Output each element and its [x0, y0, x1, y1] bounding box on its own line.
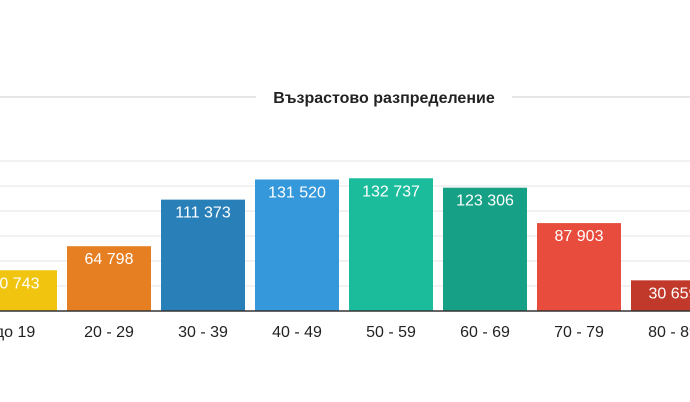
bar-value-label: 123 306: [456, 193, 514, 210]
x-tick-label: 40 - 49: [272, 324, 322, 341]
bar[interactable]: [0, 270, 57, 311]
x-tick-label: 30 - 39: [178, 324, 228, 341]
x-tick-label: 80 - 89: [648, 324, 690, 341]
bar-value-label: 87 903: [555, 228, 604, 245]
x-tick-label: 20 - 29: [84, 324, 134, 341]
bars: 40 743 64 798 111 373 131 520 132 737 123 306…: [0, 178, 690, 311]
bar-value-label: 40 743: [0, 275, 40, 292]
bar-value-label: 132 737: [362, 183, 420, 200]
bar-value-label: 64 798: [85, 251, 134, 268]
bar[interactable]: [443, 187, 527, 311]
bar[interactable]: [67, 246, 151, 311]
bar-value-label: 131 520: [268, 184, 326, 201]
bar[interactable]: [537, 223, 621, 311]
bar[interactable]: [631, 280, 690, 311]
x-tick-label: до 19: [0, 324, 35, 341]
x-tick-labels: до 19 20 - 29 30 - 39 40 - 49 50 - 59 60 - 69…: [0, 324, 690, 341]
bar[interactable]: [161, 199, 245, 311]
x-tick-label: 70 - 79: [554, 324, 604, 341]
bar[interactable]: [255, 179, 339, 311]
bar-value-label: 111 373: [175, 205, 231, 222]
x-tick-label: 50 - 59: [366, 324, 416, 341]
bar-value-label: 30 659: [649, 285, 690, 302]
chart-title: Възрастово разпределение: [273, 90, 495, 107]
x-tick-label: 60 - 69: [460, 324, 510, 341]
bar[interactable]: [349, 178, 433, 311]
